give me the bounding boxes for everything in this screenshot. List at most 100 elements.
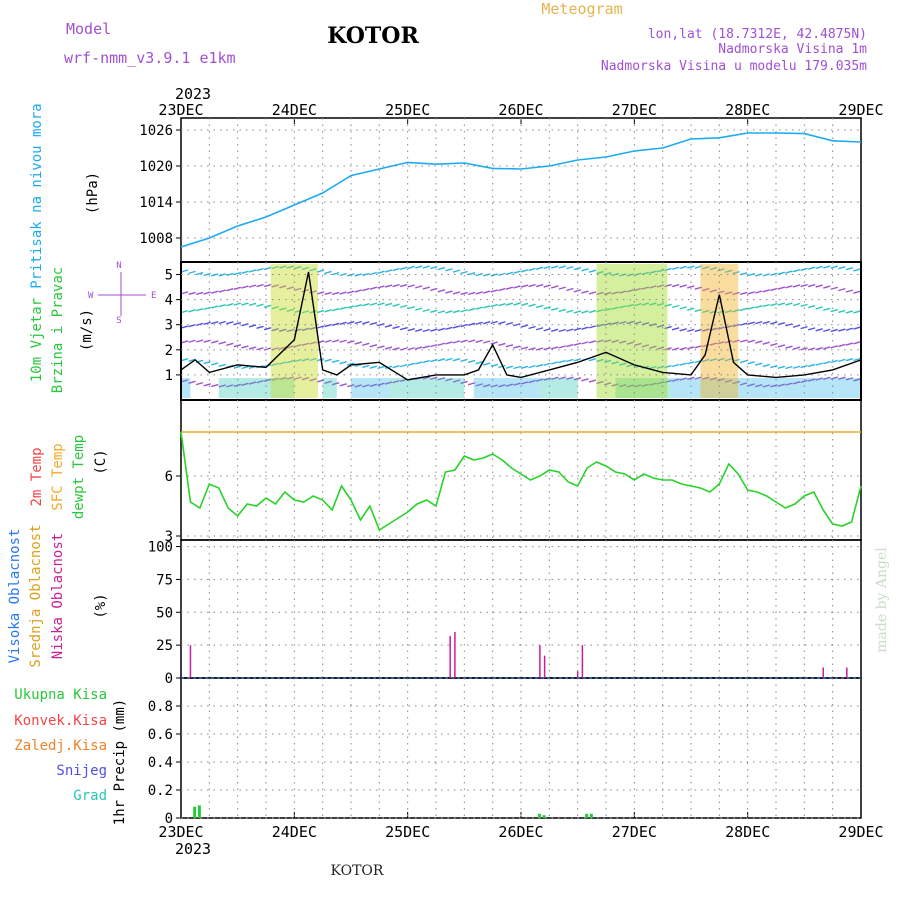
wind-barb	[732, 308, 740, 313]
wind-barb	[679, 377, 687, 381]
wind-barb	[218, 363, 226, 367]
y-tick-label: 2	[165, 343, 173, 359]
wind-barb	[339, 339, 347, 343]
wind-barb	[838, 343, 846, 348]
wind-barb	[490, 289, 498, 293]
wind-barb	[384, 381, 393, 385]
wind-barb	[445, 341, 453, 345]
wind-barb	[581, 378, 589, 382]
wind-barb	[634, 302, 642, 307]
wind-barb	[513, 270, 521, 274]
wind-barb	[853, 268, 861, 272]
wind-barb	[362, 342, 370, 347]
wind-barb	[241, 382, 249, 387]
wind-barb	[490, 303, 498, 308]
wind-barb	[830, 359, 838, 364]
wind-barb	[641, 344, 650, 348]
wind-barb	[543, 284, 551, 288]
wind-barb	[671, 283, 680, 288]
strong-wind-zone	[700, 264, 739, 398]
wind-barb	[573, 377, 582, 381]
wind-barb	[475, 321, 483, 325]
wind-barb	[430, 328, 438, 332]
wind-barb	[755, 290, 763, 294]
wind-barb	[619, 290, 627, 294]
wind-barb	[671, 347, 680, 351]
cloud-high-label: Visoka Oblacnost	[7, 529, 23, 664]
wind-barb	[573, 310, 582, 314]
time-label-top: 26DEC	[498, 101, 543, 119]
wind-barb	[203, 360, 211, 365]
wind-barb	[694, 308, 702, 313]
wind-barb	[830, 265, 838, 269]
wind-barb	[581, 268, 589, 272]
wind-barb	[520, 302, 529, 307]
wind-barb	[588, 340, 597, 344]
wind-barb	[218, 320, 226, 325]
wind-barb	[611, 339, 619, 343]
wind-barb	[279, 346, 287, 350]
wind-barb	[520, 324, 529, 328]
wind-barb	[845, 267, 854, 271]
wind-barb	[838, 287, 846, 292]
wind-barb	[467, 359, 476, 364]
wind-barb	[211, 290, 219, 294]
wind-barb	[694, 328, 702, 333]
wind-barb	[180, 309, 189, 314]
wind-barb	[762, 289, 770, 293]
wind-barb	[415, 328, 423, 333]
wind-barb	[399, 304, 408, 309]
wind-barb	[807, 283, 816, 288]
wind-barb	[301, 327, 310, 332]
wind-barb	[354, 289, 362, 293]
y-tick-label: 100	[148, 540, 173, 556]
wind-barb	[838, 328, 846, 332]
wind-barb	[535, 347, 544, 351]
wind-barb	[256, 325, 264, 330]
wind-barb	[807, 304, 816, 309]
time-label-bottom: 28DEC	[725, 823, 770, 841]
wind-barb	[581, 290, 589, 294]
wind-barb	[800, 347, 808, 351]
wind-barb	[483, 320, 491, 325]
wind-barb	[807, 363, 816, 368]
wind-barb	[732, 323, 740, 328]
wind-barb	[256, 303, 264, 307]
wind-barb	[180, 291, 189, 295]
wind-barb	[203, 291, 211, 295]
wind-barb	[634, 321, 642, 325]
wind-barb	[437, 289, 446, 293]
dewpt-temp-line	[180, 431, 862, 532]
pressure-series-line	[180, 132, 862, 248]
wind-barb	[717, 290, 725, 294]
time-label-bottom: 27DEC	[612, 823, 657, 841]
precip-total-label: Ukupna Kisa	[14, 687, 107, 703]
wind-barb	[747, 383, 755, 387]
wind-barb	[724, 291, 733, 295]
wind-barb	[641, 286, 650, 290]
wind-barb	[732, 270, 740, 275]
time-label-top: 25DEC	[385, 101, 430, 119]
wind-barb	[596, 309, 604, 313]
wind-barb	[792, 284, 801, 288]
wind-barb	[785, 323, 793, 327]
wind-barb	[535, 327, 544, 331]
wind-barb	[671, 327, 680, 331]
wind-barb	[399, 327, 408, 331]
wind-barb	[241, 285, 249, 289]
wind-barb	[551, 361, 559, 365]
wind-barb	[399, 266, 408, 271]
wind-barb	[656, 381, 665, 385]
time-label-bottom: 24DEC	[272, 823, 317, 841]
precip-bar	[585, 813, 589, 818]
wind-barb	[324, 339, 332, 343]
wind-barb	[626, 320, 634, 325]
time-label-top: 24DEC	[272, 101, 317, 119]
precip-bar	[537, 813, 541, 818]
y-tick-label: 50	[156, 605, 173, 621]
wind-barb	[226, 287, 234, 292]
wind-barb	[392, 379, 400, 384]
wind-barb	[445, 268, 453, 272]
wind-barb	[535, 378, 544, 382]
wind-barb	[528, 347, 536, 351]
